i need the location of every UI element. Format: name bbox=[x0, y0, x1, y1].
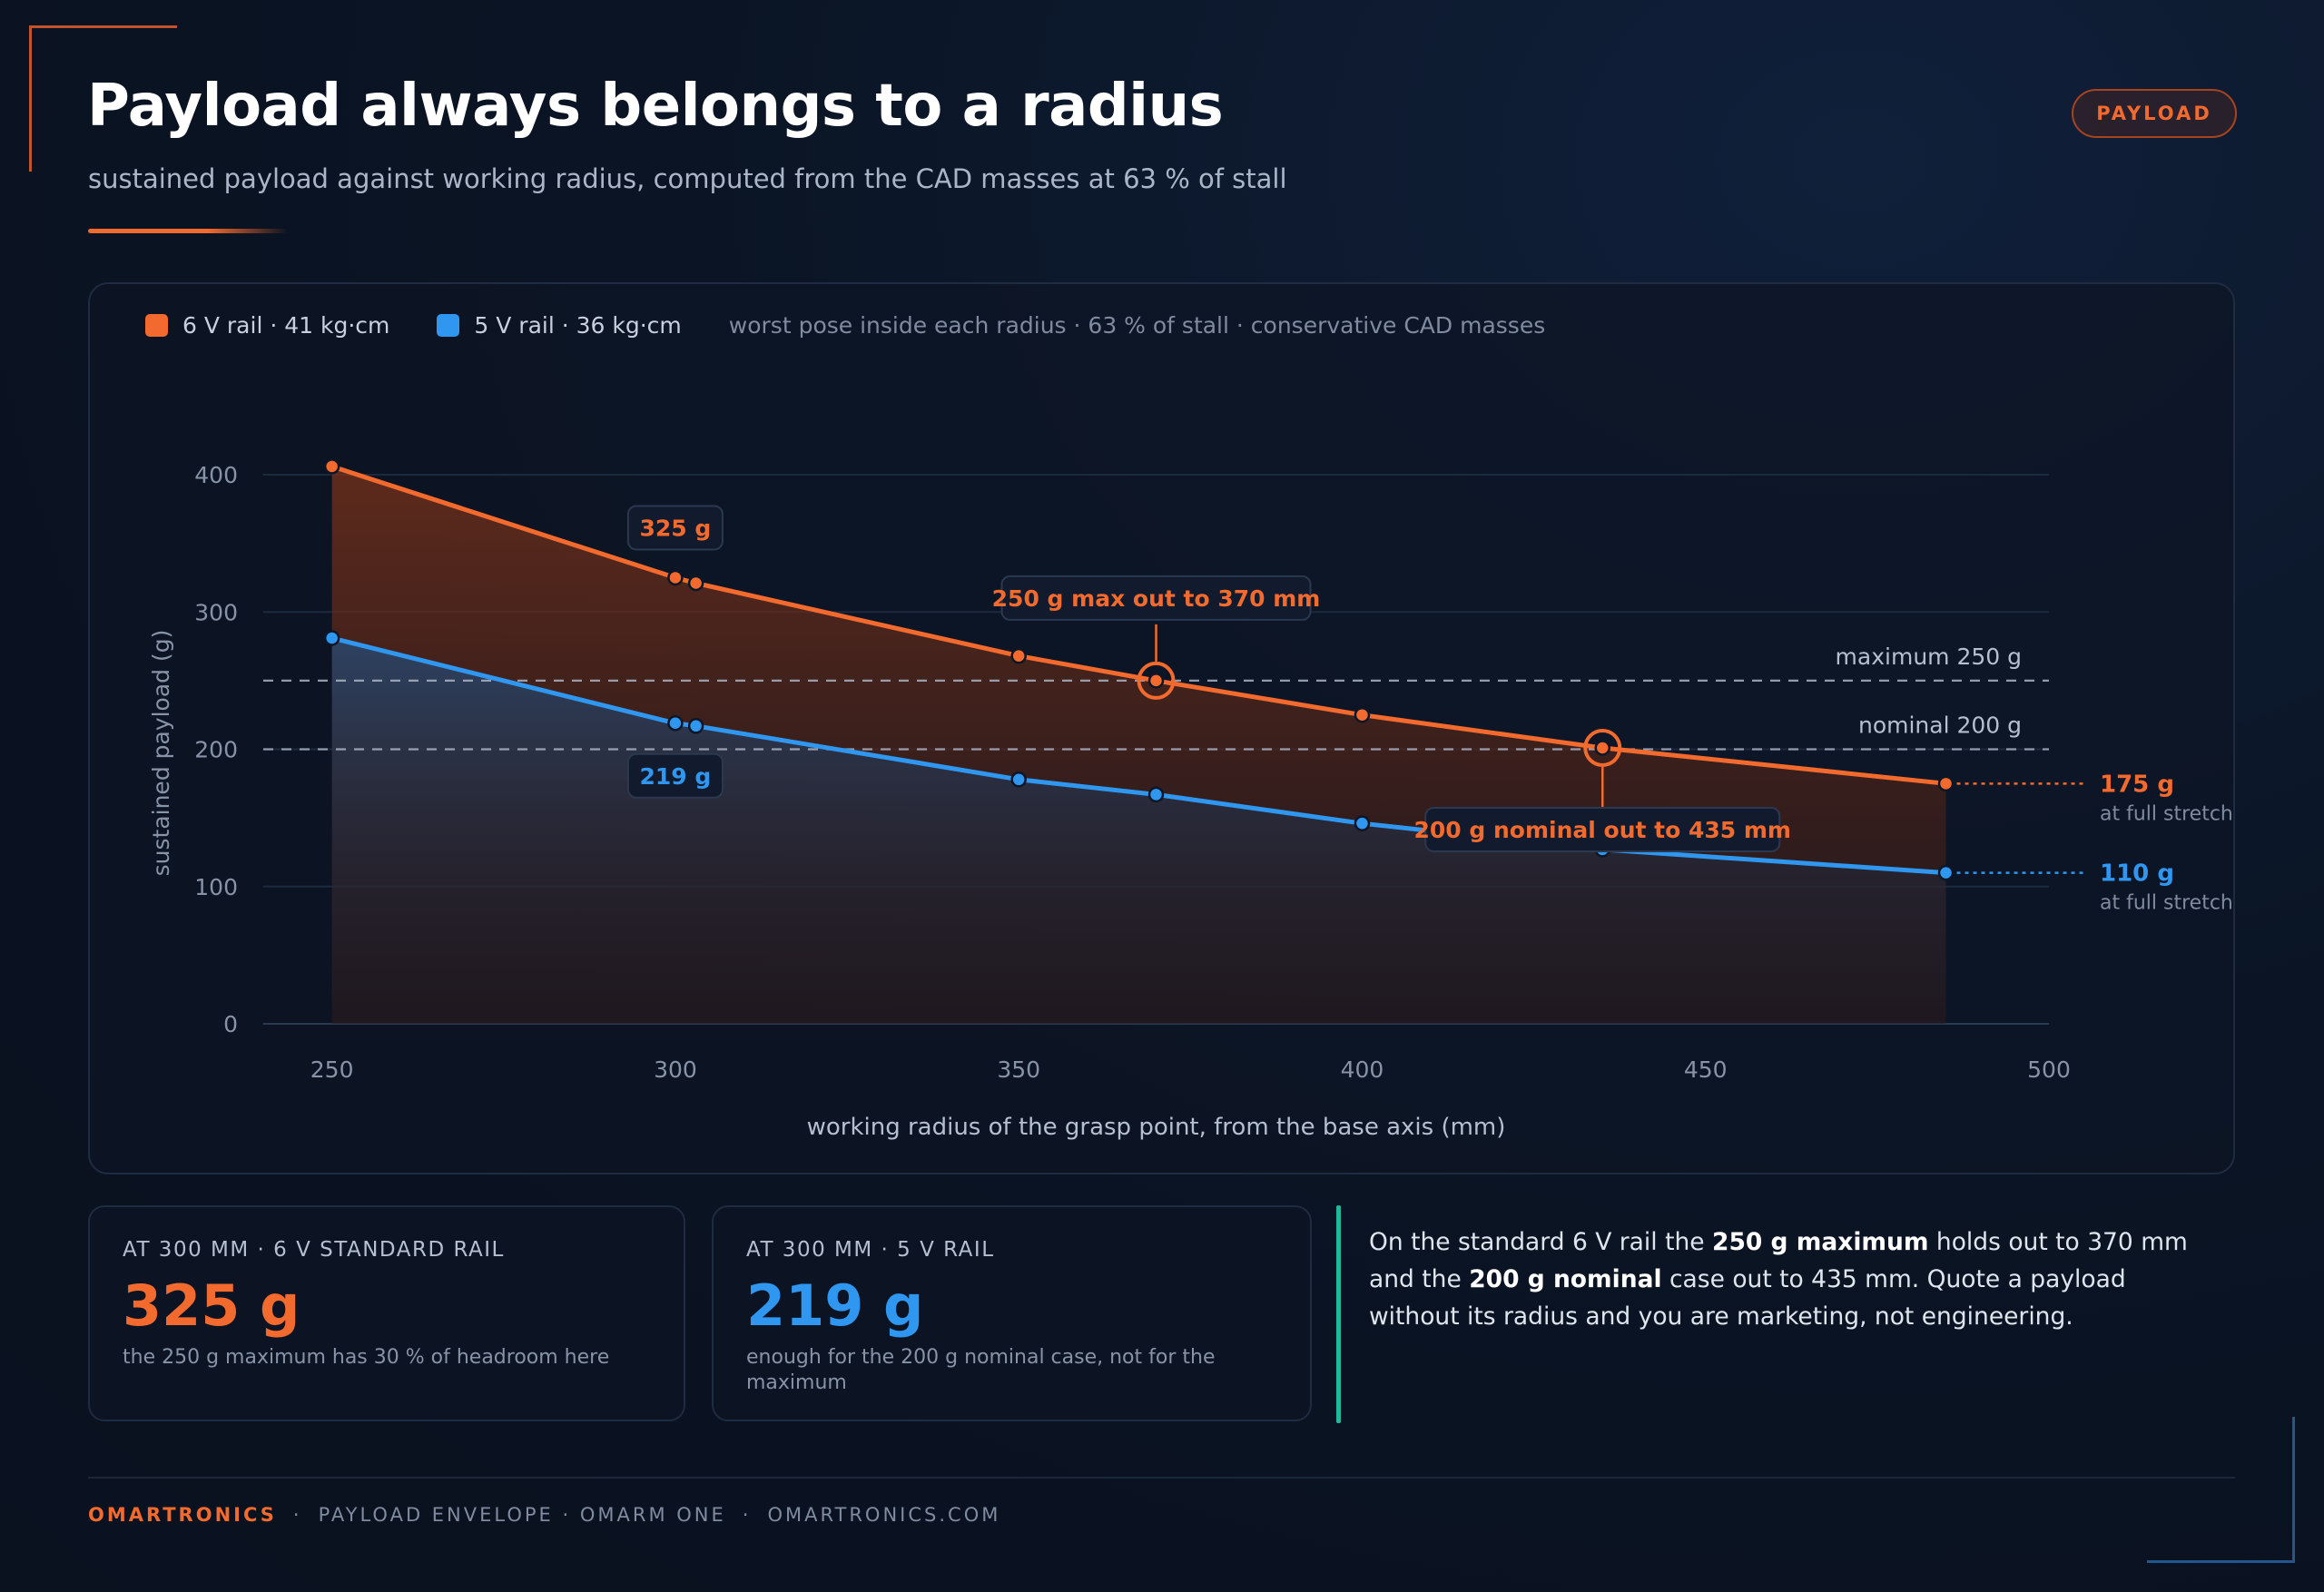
data-point-6v bbox=[1354, 706, 1371, 723]
quote-bold-nominal: 200 g nominal bbox=[1469, 1265, 1662, 1293]
footer-brand: OMARTRONICS bbox=[88, 1504, 277, 1526]
reference-line-label: nominal 200 g bbox=[1858, 712, 2022, 739]
data-point-6v bbox=[667, 569, 684, 586]
quote-text-1: On the standard 6 V rail the bbox=[1369, 1228, 1712, 1256]
quote-accent-bar bbox=[1336, 1205, 1341, 1423]
footer: OMARTRONICS · PAYLOAD ENVELOPE · OMARM O… bbox=[88, 1504, 1000, 1526]
annotation-250g-max: 250 g max out to 370 mm bbox=[992, 585, 1321, 612]
page-title: Payload always belongs to a radius bbox=[87, 73, 1224, 140]
data-point-6v bbox=[1937, 775, 1955, 792]
legend-label-6v: 6 V rail · 41 kg·cm bbox=[182, 312, 390, 339]
data-point-6v bbox=[1010, 647, 1027, 664]
data-point-6v bbox=[1594, 740, 1610, 756]
y-tick-label: 200 bbox=[194, 737, 238, 763]
stat-card-6v-label: AT 300 MM · 6 V STANDARD RAIL bbox=[123, 1238, 505, 1262]
footer-divider bbox=[88, 1477, 2235, 1479]
annotation-250g-max-box bbox=[1000, 575, 1312, 621]
annotation-325g: 325 g bbox=[640, 515, 712, 541]
data-point-5v bbox=[687, 718, 704, 734]
data-point-6v bbox=[687, 575, 704, 592]
payload-badge: PAYLOAD bbox=[2072, 89, 2237, 138]
x-axis-label: working radius of the grasp point, from … bbox=[807, 1114, 1506, 1141]
annotation-219g: 219 g bbox=[640, 763, 712, 790]
stat-card-6v-note: the 250 g maximum has 30 % of headroom h… bbox=[123, 1346, 610, 1369]
legend-swatch-5v bbox=[437, 314, 460, 337]
y-tick-label: 300 bbox=[194, 599, 238, 625]
x-tick-label: 300 bbox=[654, 1056, 697, 1083]
x-tick-label: 400 bbox=[1341, 1056, 1384, 1083]
data-point-5v bbox=[1147, 786, 1165, 803]
x-tick-label: 450 bbox=[1684, 1056, 1728, 1083]
y-tick-label: 100 bbox=[194, 874, 238, 900]
annotation-219g-box bbox=[626, 752, 724, 799]
legend-note: worst pose inside each radius · 63 % of … bbox=[728, 312, 1546, 339]
stat-card-5v-label: AT 300 MM · 5 V RAIL bbox=[746, 1238, 995, 1262]
stat-card-6v: AT 300 MM · 6 V STANDARD RAIL 325 g the … bbox=[88, 1205, 685, 1421]
stat-card-5v: AT 300 MM · 5 V RAIL 219 g enough for th… bbox=[712, 1205, 1312, 1421]
end-value-note: at full stretch bbox=[2100, 802, 2233, 825]
y-tick-label: 400 bbox=[194, 462, 238, 488]
page-subtitle: sustained payload against working radius… bbox=[88, 163, 1287, 194]
data-point-5v bbox=[667, 715, 684, 732]
marker-ring-435mm bbox=[1583, 728, 1622, 767]
end-value-note: at full stretch bbox=[2100, 892, 2233, 915]
end-value-label: 175 g bbox=[2100, 771, 2174, 798]
legend-item-6v: 6 V rail · 41 kg·cm bbox=[145, 312, 389, 339]
y-tick-label: 0 bbox=[223, 1011, 238, 1037]
x-tick-label: 500 bbox=[2027, 1056, 2071, 1083]
reference-line-label: maximum 250 g bbox=[1836, 644, 2022, 670]
quote-text-2: holds out to 370 mm and the bbox=[1369, 1228, 2188, 1293]
legend-label-5v: 5 V rail · 36 kg·cm bbox=[474, 312, 682, 339]
data-point-5v bbox=[1354, 815, 1371, 831]
legend-item-5v: 5 V rail · 36 kg·cm bbox=[437, 312, 682, 339]
data-point-5v bbox=[323, 630, 340, 646]
annotation-200g-nominal-box bbox=[1424, 806, 1781, 852]
quote-bold-maximum: 250 g maximum bbox=[1712, 1228, 1929, 1256]
y-axis-label: sustained payload (g) bbox=[148, 630, 174, 877]
data-point-6v bbox=[1147, 673, 1165, 689]
quote-text-3: case out to 435 mm. Quote a payload with… bbox=[1369, 1265, 2126, 1331]
legend-swatch-6v bbox=[145, 314, 168, 337]
footer-site: OMARTRONICS.COM bbox=[767, 1504, 1001, 1526]
corner-accent-top-left bbox=[29, 25, 177, 172]
chart-legend: 6 V rail · 41 kg·cm 5 V rail · 36 kg·cm … bbox=[145, 312, 1545, 339]
annotation-325g-box bbox=[626, 505, 724, 551]
x-tick-label: 350 bbox=[997, 1056, 1040, 1083]
footer-product: PAYLOAD ENVELOPE · OMARM ONE bbox=[318, 1504, 726, 1526]
data-point-5v bbox=[1937, 864, 1955, 881]
corner-accent-bottom-right bbox=[2147, 1417, 2295, 1563]
stat-card-6v-value: 325 g bbox=[123, 1273, 300, 1339]
data-point-5v bbox=[1010, 771, 1027, 788]
summary-quote: On the standard 6 V rail the 250 g maxim… bbox=[1369, 1223, 2222, 1335]
x-tick-label: 250 bbox=[310, 1056, 354, 1083]
stat-card-5v-value: 219 g bbox=[746, 1273, 924, 1339]
marker-ring-370mm bbox=[1137, 661, 1176, 700]
stat-card-5v-note: enough for the 200 g nominal case, not f… bbox=[746, 1346, 1216, 1394]
title-underline bbox=[88, 229, 288, 233]
data-point-6v bbox=[323, 458, 340, 475]
footer-separator: · bbox=[292, 1504, 302, 1526]
footer-separator: · bbox=[742, 1504, 752, 1526]
end-value-label: 110 g bbox=[2100, 860, 2174, 888]
annotation-200g-nominal: 200 g nominal out to 435 mm bbox=[1414, 817, 1791, 843]
